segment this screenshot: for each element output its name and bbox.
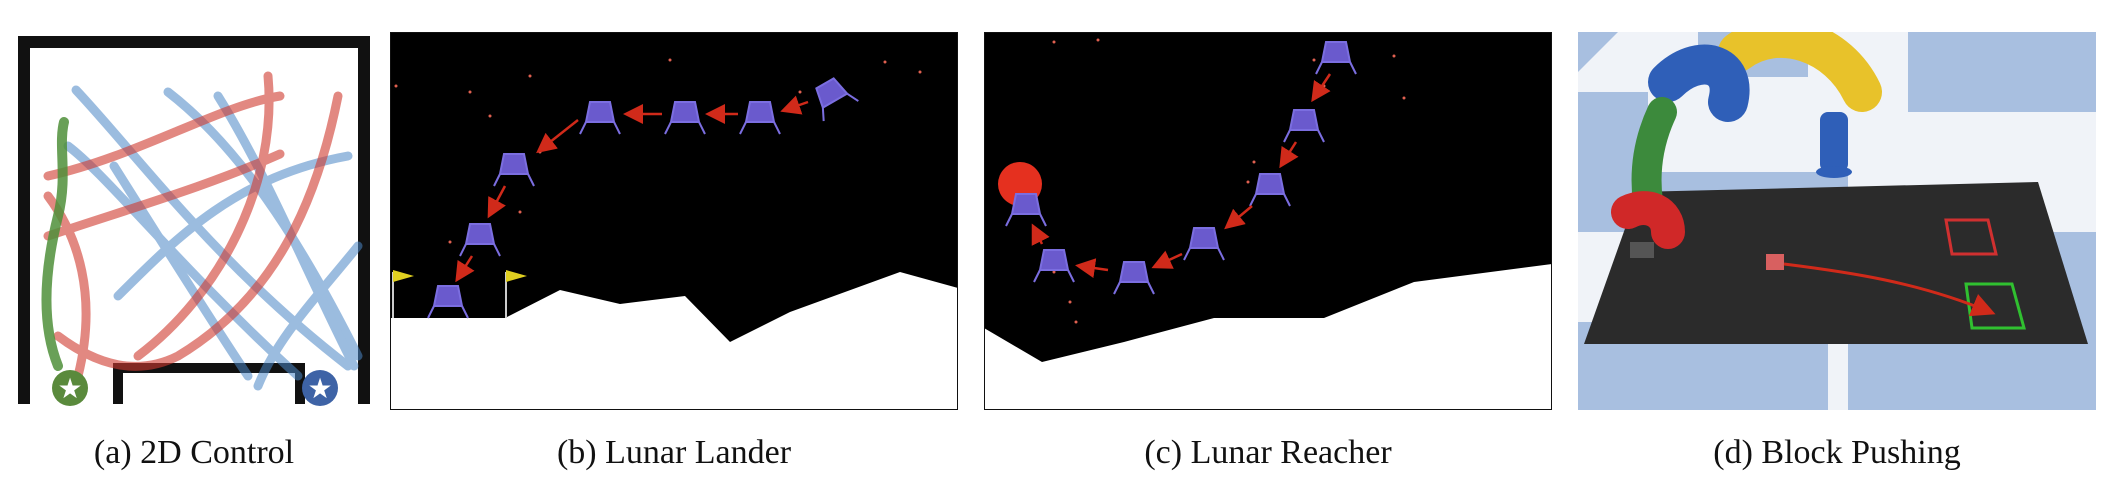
- trajectory-arrows: [1031, 73, 1332, 279]
- center-gap-wall: [113, 363, 305, 404]
- robot-arm: [1611, 32, 1882, 258]
- table-surface: [1584, 182, 2088, 344]
- caption-b: (b) Lunar Lander: [556, 434, 792, 471]
- left-goal-star-icon: ★: [52, 370, 88, 406]
- lander-icon: [1249, 173, 1291, 207]
- lunar-lander-scene: [390, 32, 958, 410]
- lander-icon: [1283, 109, 1325, 143]
- green-trace: [41, 117, 69, 371]
- lander-icon: [664, 101, 706, 135]
- right-goal-star-icon: ★: [302, 370, 338, 406]
- arena-walls: [18, 36, 370, 404]
- lunar-terrain: [390, 272, 958, 410]
- lander-icon: [1033, 249, 1075, 283]
- caption-d: (d) Block Pushing: [1713, 434, 1961, 471]
- block-pushing-scene: [1578, 32, 2096, 410]
- svg-text:★: ★: [57, 372, 82, 405]
- stars: [394, 58, 922, 244]
- blue-traces: [63, 85, 363, 391]
- lander-icon: [1113, 261, 1155, 295]
- caption-c: (c) Lunar Reacher: [1144, 434, 1392, 471]
- block: [1766, 254, 1784, 270]
- lander-icon: [427, 285, 469, 319]
- lander-icon: [493, 153, 535, 187]
- lander-icon: [459, 223, 501, 257]
- lunar-terrain: [984, 264, 1552, 410]
- push-arrow: [1783, 262, 1996, 317]
- 2d-control-scene: ★ ★: [18, 36, 370, 406]
- red-target-outline: [1944, 218, 1998, 256]
- right-flag-icon: [505, 270, 527, 318]
- lander-trajectory: [427, 77, 859, 319]
- lunar-reacher-scene: [984, 32, 1552, 410]
- trajectory-arrows: [455, 95, 809, 283]
- lander-icon: [579, 101, 621, 135]
- caption-a: (a) 2D Control: [93, 434, 295, 471]
- lander-icon: [1183, 227, 1225, 261]
- left-flag-icon: [392, 270, 414, 318]
- lander-icon: [815, 77, 859, 122]
- red-traces: [43, 71, 343, 381]
- panel-2d-control: ★ ★: [18, 36, 370, 406]
- panel-block-pushing: [1578, 32, 2096, 410]
- lander-icon: [1315, 41, 1357, 75]
- panel-lunar-reacher: [984, 32, 1552, 410]
- svg-text:★: ★: [307, 372, 332, 405]
- panel-lunar-lander: [390, 32, 958, 410]
- lander-icon: [739, 101, 781, 135]
